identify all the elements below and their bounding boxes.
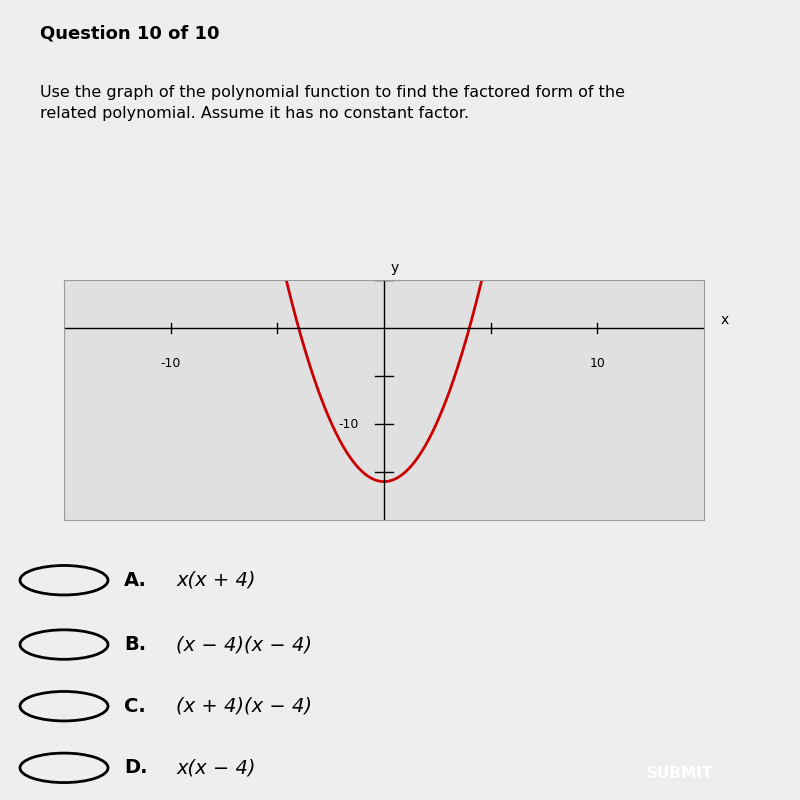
Text: A.: A.: [124, 570, 147, 590]
Text: C.: C.: [124, 697, 146, 716]
Text: D.: D.: [124, 758, 147, 778]
Text: (x + 4)(x − 4): (x + 4)(x − 4): [176, 697, 312, 716]
Text: -10: -10: [161, 357, 181, 370]
Text: (x − 4)(x − 4): (x − 4)(x − 4): [176, 635, 312, 654]
Text: Use the graph of the polynomial function to find the factored form of the
relate: Use the graph of the polynomial function…: [40, 85, 625, 121]
Text: x(x + 4): x(x + 4): [176, 570, 255, 590]
Text: B.: B.: [124, 635, 146, 654]
Text: SUBMIT: SUBMIT: [647, 766, 713, 782]
Text: x(x − 4): x(x − 4): [176, 758, 255, 778]
Text: Question 10 of 10: Question 10 of 10: [40, 24, 219, 42]
Text: y: y: [390, 262, 398, 275]
Text: x: x: [721, 314, 730, 327]
Text: 10: 10: [590, 357, 606, 370]
Text: -10: -10: [338, 418, 358, 430]
